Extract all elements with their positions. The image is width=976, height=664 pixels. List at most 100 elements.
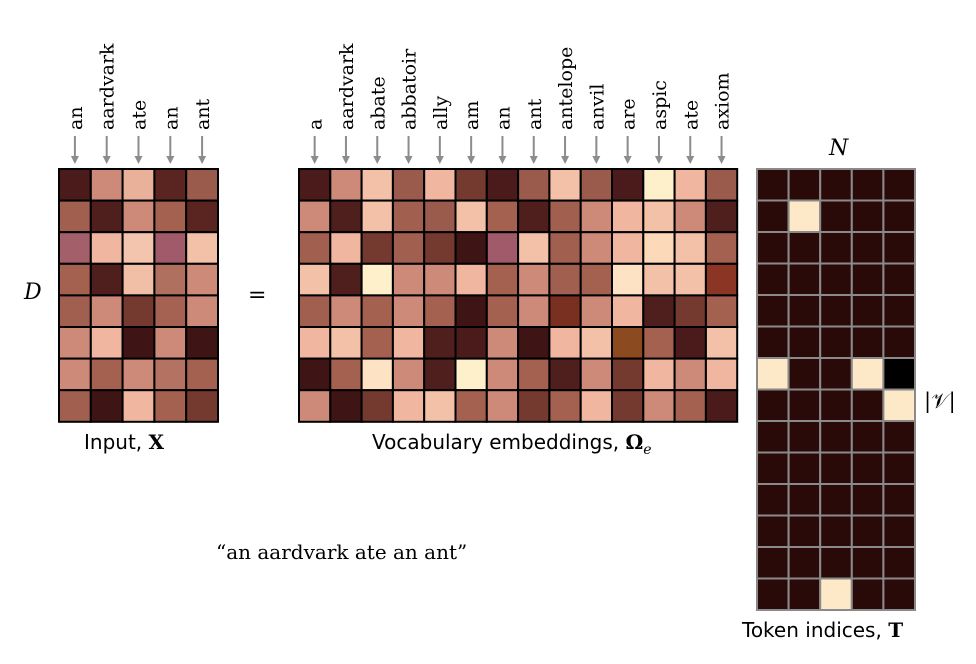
vocab-matrix-cell: [360, 389, 394, 423]
input-matrix-cell: [89, 262, 124, 297]
token-cell: [882, 294, 917, 328]
input-matrix-cell: [153, 294, 188, 328]
vocab-matrix-cell: [704, 389, 739, 423]
input-matrix-cell: [121, 199, 156, 234]
token-cell: [756, 514, 790, 548]
token-cell: [756, 168, 790, 202]
dimension-d-label: D: [24, 280, 42, 305]
input-arrow-head: [70, 156, 79, 164]
token-cell: [850, 483, 885, 517]
token-cell: [850, 546, 885, 580]
vocab-caption-subscript: e: [643, 442, 652, 458]
input-matrix-cell: [58, 357, 92, 392]
vocab-matrix-cell: [642, 199, 676, 234]
input-matrix-cell: [121, 231, 156, 265]
vocab-arrow-head: [498, 156, 507, 164]
vocab-arrow-head: [717, 156, 726, 164]
input-arrow-head: [198, 156, 207, 164]
vocab-word: an: [492, 106, 514, 130]
input-matrix-cell: [121, 168, 156, 202]
token-cell-hot: [850, 357, 885, 391]
input-matrix-cell: [121, 357, 156, 392]
token-cell: [819, 514, 853, 548]
vocab-matrix-cell: [642, 294, 676, 328]
vocab-matrix-cell: [548, 199, 582, 234]
vocab-matrix-cell: [454, 262, 488, 297]
vocab-matrix-cell: [611, 294, 645, 328]
vocab-matrix-cell: [548, 168, 582, 202]
vocab-matrix-cell: [673, 389, 707, 423]
vocab-matrix-cell: [673, 357, 707, 392]
vocab-matrix-cell: [423, 168, 457, 202]
vocab-matrix-cell: [423, 294, 457, 328]
input-arrow-head: [166, 156, 175, 164]
vocab-matrix-cell: [673, 168, 707, 202]
vocab-embedding-matrix: [298, 168, 739, 423]
vocab-matrix-cell: [423, 389, 457, 423]
vocab-matrix-cell: [360, 357, 394, 392]
token-cell: [819, 262, 853, 296]
input-word: an: [65, 106, 87, 130]
vocab-matrix-cell: [360, 231, 394, 265]
vocab-matrix-cell: [673, 262, 707, 297]
vocab-word: a: [305, 119, 327, 130]
token-cell: [756, 231, 790, 265]
vocab-matrix-cell: [298, 357, 332, 392]
token-cell: [756, 577, 790, 611]
input-matrix-cell: [89, 326, 124, 360]
vocab-word: antelope: [555, 47, 577, 130]
token-cell: [819, 168, 853, 202]
vocab-matrix-cell: [360, 199, 394, 234]
input-matrix-cell: [153, 326, 188, 360]
vocab-arrow-head: [373, 156, 382, 164]
token-cell: [850, 577, 885, 611]
vocab-matrix-cell: [517, 389, 551, 423]
input-matrix-cell: [185, 199, 219, 234]
input-matrix-cell: [185, 231, 219, 265]
vocab-matrix-cell: [548, 262, 582, 297]
token-cell: [850, 168, 885, 202]
input-caption-symbol: X: [148, 430, 165, 454]
vocab-matrix-cell: [485, 389, 520, 423]
vocab-word: aardvark: [336, 43, 358, 130]
token-cell: [882, 577, 917, 611]
token-cell: [787, 294, 822, 328]
token-caption-symbol: T: [888, 618, 904, 642]
vocab-matrix-cell: [642, 357, 676, 392]
token-cell: [787, 420, 822, 454]
vocab-matrix-cell: [704, 357, 739, 392]
vocab-matrix-cell: [579, 326, 614, 360]
vocab-word-labels: a aardvark abate abbatoir ally am an ant antelop…: [305, 43, 734, 164]
vocab-arrow-head: [467, 156, 476, 164]
vocab-word: axiom: [712, 72, 734, 130]
vocab-matrix-cell: [704, 168, 739, 202]
vocab-matrix-cell: [298, 262, 332, 297]
input-matrix: [58, 168, 219, 423]
input-matrix-cell: [89, 168, 124, 202]
vocab-size-label: |𝒱|: [924, 389, 956, 413]
vocab-matrix-cell: [485, 326, 520, 360]
token-cell: [756, 388, 790, 422]
token-cell: [882, 262, 917, 296]
vocab-arrow-head: [341, 156, 350, 164]
vocab-matrix-cell: [423, 357, 457, 392]
vocab-matrix-cell: [548, 326, 582, 360]
token-cell: [850, 451, 885, 485]
vocab-matrix-cell: [611, 326, 645, 360]
vocab-matrix-cell: [423, 262, 457, 297]
token-cell-hot: [819, 577, 853, 611]
input-matrix-cell: [185, 357, 219, 392]
vocab-matrix-cell: [454, 231, 488, 265]
vocab-matrix-cell: [391, 168, 426, 202]
vocab-matrix-cell: [329, 294, 363, 328]
vocab-matrix-cell: [548, 294, 582, 328]
vocab-matrix-cell: [423, 199, 457, 234]
input-matrix-cell: [89, 357, 124, 392]
vocab-matrix-cell: [642, 168, 676, 202]
vocab-matrix-cell: [673, 231, 707, 265]
vocab-arrow-head: [435, 156, 444, 164]
token-caption-text: Token indices,: [742, 618, 889, 642]
token-cell: [787, 388, 822, 422]
token-cell: [819, 483, 853, 517]
